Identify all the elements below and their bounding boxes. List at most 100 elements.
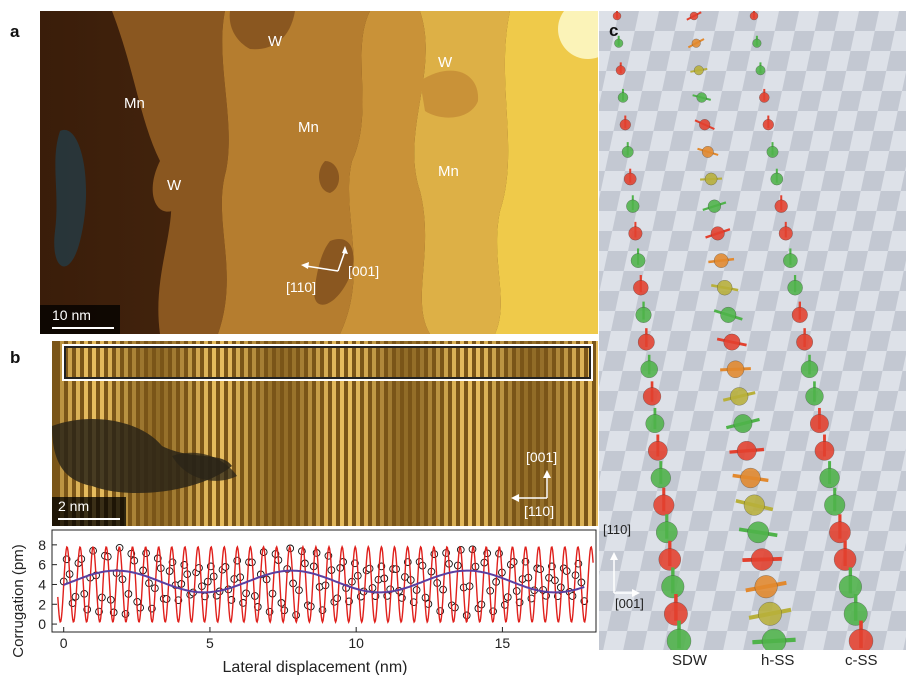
stripe bbox=[420, 341, 424, 526]
spin-sphere bbox=[740, 467, 761, 489]
stripe bbox=[572, 341, 576, 526]
label-mn-1: Mn bbox=[124, 95, 145, 112]
spin-sphere bbox=[791, 306, 808, 323]
spin-sphere bbox=[653, 494, 675, 516]
column-label-sdw: SDW bbox=[672, 652, 707, 669]
stripe bbox=[516, 341, 520, 526]
label-w-2: W bbox=[438, 54, 453, 71]
stripe bbox=[540, 341, 544, 526]
spin-sphere bbox=[648, 441, 668, 461]
panel-c-image: c bbox=[599, 11, 906, 650]
stripe bbox=[180, 341, 184, 526]
panel-b-letter: b bbox=[10, 348, 21, 367]
stripe bbox=[524, 341, 528, 526]
stripe bbox=[564, 341, 568, 526]
panel-a-scalebar-box bbox=[40, 305, 120, 334]
spin-sphere bbox=[752, 38, 762, 48]
stripe bbox=[492, 341, 496, 526]
dark-region bbox=[172, 452, 237, 481]
column-label-css: c-SS bbox=[845, 652, 878, 669]
spin-sphere bbox=[650, 467, 671, 489]
spin-sphere bbox=[774, 199, 788, 213]
stripe bbox=[244, 341, 248, 526]
spin-sphere bbox=[843, 601, 868, 626]
stripe bbox=[196, 341, 200, 526]
spin-sphere bbox=[664, 601, 688, 626]
stripe bbox=[228, 341, 232, 526]
panel-c-direction-arrows bbox=[610, 552, 640, 597]
panel-a-terraces bbox=[40, 11, 598, 334]
spin-sphere bbox=[707, 199, 721, 213]
label-mn-2: Mn bbox=[298, 119, 319, 136]
spin-sphere bbox=[658, 548, 681, 571]
stripe bbox=[476, 341, 480, 526]
spin-sphere bbox=[726, 360, 745, 378]
panel-a-letter: a bbox=[10, 22, 20, 41]
stripe bbox=[164, 341, 168, 526]
stripe bbox=[212, 341, 216, 526]
stripe bbox=[388, 341, 392, 526]
stripe bbox=[580, 341, 584, 526]
stripe bbox=[340, 341, 344, 526]
spin-sphere bbox=[819, 467, 840, 489]
panel-c-letter: c bbox=[609, 21, 619, 40]
spin-sphere bbox=[758, 601, 782, 626]
panel-b-scalebar-line bbox=[58, 518, 120, 520]
spin-sphere bbox=[829, 521, 851, 544]
data-point bbox=[568, 592, 577, 600]
spin-sphere bbox=[621, 146, 634, 158]
stripe bbox=[324, 341, 328, 526]
x-tick-label: 10 bbox=[348, 635, 364, 651]
panel-a-scalebar-label: 10 nm bbox=[52, 307, 91, 323]
spin-sphere bbox=[736, 441, 757, 461]
spin-sphere bbox=[640, 360, 658, 378]
dark-region bbox=[52, 418, 232, 494]
stripe bbox=[460, 341, 464, 526]
stripe bbox=[396, 341, 400, 526]
spin-sphere bbox=[761, 628, 787, 650]
label-w-1: W bbox=[268, 33, 283, 50]
spin-sphere bbox=[704, 172, 718, 186]
spin-sphere bbox=[743, 494, 765, 516]
panel-c-dir-001: [001] bbox=[615, 596, 644, 611]
stripe bbox=[268, 341, 272, 526]
stripe bbox=[452, 341, 456, 526]
x-tick-label: 5 bbox=[206, 635, 214, 651]
spin-sphere bbox=[635, 306, 652, 323]
spin-sphere bbox=[755, 65, 766, 76]
spin-sphere bbox=[717, 280, 733, 296]
stripe bbox=[404, 341, 408, 526]
spin-sphere bbox=[778, 226, 793, 241]
label-mn-3: Mn bbox=[438, 163, 459, 180]
spin-sphere bbox=[720, 306, 737, 323]
spin-sphere bbox=[619, 119, 631, 131]
spin-sphere bbox=[699, 119, 711, 131]
spin-sphere bbox=[838, 575, 862, 599]
stripe bbox=[236, 341, 240, 526]
x-tick-label: 0 bbox=[60, 635, 68, 651]
panel-b-direction-arrows bbox=[511, 470, 551, 502]
stripe bbox=[356, 341, 360, 526]
stripe bbox=[260, 341, 264, 526]
data-point bbox=[333, 594, 342, 603]
spin-sphere bbox=[614, 38, 624, 48]
spin-sphere bbox=[696, 92, 707, 103]
spin-sphere bbox=[730, 387, 749, 406]
stripe bbox=[484, 341, 488, 526]
panel-b-highlight-box bbox=[62, 344, 593, 381]
spin-sphere bbox=[783, 253, 798, 268]
stripe bbox=[532, 341, 536, 526]
spin-sphere bbox=[814, 441, 835, 461]
spin-sphere bbox=[713, 253, 729, 268]
stripe bbox=[508, 341, 512, 526]
stripe bbox=[204, 341, 208, 526]
spin-sphere bbox=[805, 387, 824, 406]
spin-sphere bbox=[637, 333, 655, 351]
stripe bbox=[348, 341, 352, 526]
y-tick-label: 6 bbox=[38, 557, 46, 573]
spin-sphere bbox=[615, 65, 626, 76]
panel-c-dir-110: [110] bbox=[603, 522, 631, 537]
stripe bbox=[332, 341, 336, 526]
stripe bbox=[380, 341, 384, 526]
panel-a-dir-110-text: [110] bbox=[286, 279, 317, 295]
